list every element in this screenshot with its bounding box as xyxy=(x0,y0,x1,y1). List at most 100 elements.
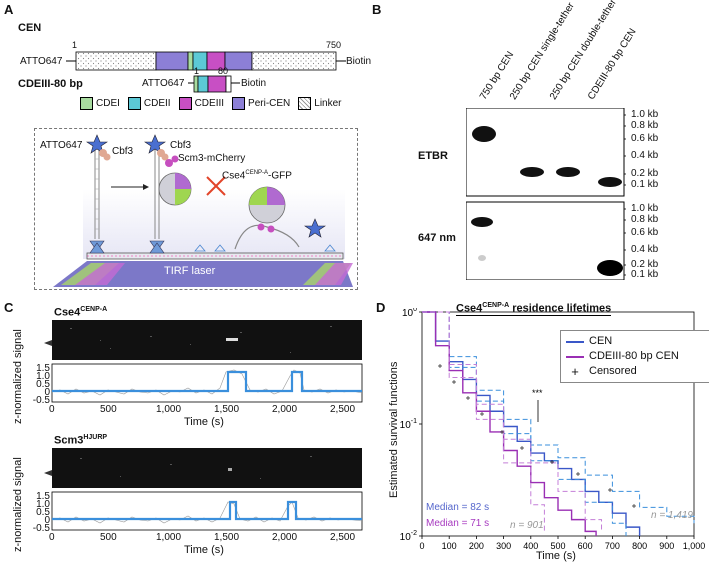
trace-title-cse4: Cse4CENP-A xyxy=(54,306,107,319)
ytick: 1.0 xyxy=(36,371,50,382)
xtick-label: 600 xyxy=(578,541,593,551)
ytick: 0.5 xyxy=(36,379,50,390)
ladder-mark: 0.4 kb xyxy=(631,150,659,161)
series-line-1 xyxy=(422,311,695,524)
trace1-xlabel: Time (s) xyxy=(184,416,224,428)
legend-item-peri-cen: Peri-CEN xyxy=(232,97,290,110)
xtick-label: 800 xyxy=(632,541,647,551)
xtick: 1,000 xyxy=(156,532,182,543)
legend-item-cdeiii: CDEIII-80 bp CEN xyxy=(566,349,706,364)
ytick-layer: 100 10-1 10-2 xyxy=(400,308,422,543)
schematic-cse4-label: Cse4CENP-A-GFP xyxy=(222,170,292,181)
survival-ylabel: Estimated survival functions xyxy=(388,361,400,498)
legend-item-cdeii: CDEII xyxy=(127,97,171,110)
cdeiii-biotin-label: Biotin xyxy=(241,78,267,89)
trace2-xlabel: Time (s) xyxy=(184,544,224,556)
legend-swatch xyxy=(298,97,312,110)
cen-end-label: 750 xyxy=(326,40,342,50)
ladder-mark: 1.0 kb xyxy=(631,203,659,214)
legend-label: CDEII xyxy=(143,98,171,109)
trace-ylabel-bottom: z-normalized signal xyxy=(12,457,24,552)
panel-label-a: A xyxy=(4,2,14,17)
cse4-sup: CENP-A xyxy=(245,170,269,176)
xtick-label: 300 xyxy=(496,541,511,551)
ladder-mark: 1.0 kb xyxy=(631,109,659,120)
gel-etbr-label: ETBR xyxy=(418,150,448,162)
survival-plot: 0 100 200 300 400 500 600 700 800 900 1,000 100 10-… xyxy=(400,308,706,551)
domain-legend: CDEI CDEII CDEIII Peri-CEN Linker xyxy=(80,97,342,110)
legend-item-linker: Linker xyxy=(298,97,342,110)
legend-item-cen: CEN xyxy=(566,334,706,349)
ytick: 0 xyxy=(44,387,50,398)
xtick-label: 1,000 xyxy=(683,541,706,551)
xtick: 2,000 xyxy=(272,532,298,543)
series-layer xyxy=(422,311,695,536)
legend-item-cdei: CDEI xyxy=(80,97,120,110)
ladder-mark: 0.1 kb xyxy=(631,269,659,280)
xtick: 500 xyxy=(100,404,117,415)
xtick-label: 0 xyxy=(419,541,424,551)
ytick: 0.5 xyxy=(36,507,50,518)
title-main: Scm3 xyxy=(54,434,84,447)
ladder-mark: 0.2 kb xyxy=(631,259,659,270)
legend-label: Peri-CEN xyxy=(248,98,291,109)
gel-images xyxy=(466,108,626,280)
xtick: 1,000 xyxy=(156,404,182,415)
cse4-main: Cse4 xyxy=(222,170,246,182)
legend-label: Censored xyxy=(589,365,637,377)
schematic-cbf3-label-1: Cbf3 xyxy=(112,146,134,157)
ytick: 0 xyxy=(44,515,50,526)
cen-start-label: 1 xyxy=(72,40,78,50)
trace-ylabel-top: z-normalized signal xyxy=(12,329,24,424)
ladder-mark: 0.8 kb xyxy=(631,120,659,131)
xtick: 2,000 xyxy=(272,404,298,415)
ladder-mark: 0.6 kb xyxy=(631,227,659,238)
cen-label: CEN xyxy=(18,22,42,34)
ytick: 1.0 xyxy=(36,499,50,510)
series-line-3 xyxy=(422,311,597,536)
cen-construct-bar xyxy=(66,51,346,71)
trace2-xticks: 0 500 1,000 1,500 2,000 2,500 xyxy=(49,532,362,544)
ytick: 1.5 xyxy=(36,491,50,502)
ladder-mark: 0.4 kb xyxy=(631,244,659,255)
title-sup: CENP-A xyxy=(482,302,510,309)
ladder-mark: 0.6 kb xyxy=(631,133,659,144)
censor-marks xyxy=(438,364,636,508)
tirf-schematic xyxy=(53,134,353,287)
series-line-4 xyxy=(422,311,603,532)
ytick-label: 10-2 xyxy=(400,530,417,543)
cdeiii-atto-label: ATTO647 xyxy=(142,78,185,89)
schematic-scm3-label: Scm3-mCherry xyxy=(178,153,246,164)
xtick: 1,500 xyxy=(214,404,240,415)
tirf-laser-label: TIRF laser xyxy=(164,265,216,277)
legend-item-censored: + Censored xyxy=(566,364,706,379)
ytick: -0.5 xyxy=(32,523,50,534)
title-sup: CENP-A xyxy=(80,306,108,313)
xtick: 0 xyxy=(49,532,55,543)
ladder-mark: 0.1 kb xyxy=(631,179,659,190)
gel-647-label: 647 nm xyxy=(418,232,456,244)
schematic-cbf3-label-2: Cbf3 xyxy=(170,140,192,151)
ytick-label: 100 xyxy=(402,308,417,319)
xtick: 2,500 xyxy=(330,404,356,415)
kymograph-arrow xyxy=(44,340,52,346)
xtick-label: 500 xyxy=(550,541,565,551)
cdeiii-start-label: 1 xyxy=(194,66,200,76)
legend-label: CDEI xyxy=(96,98,120,109)
sig-label: *** xyxy=(532,388,543,398)
panel-label-d: D xyxy=(376,300,386,315)
legend-swatch xyxy=(178,97,192,110)
xtick-label: 400 xyxy=(523,541,538,551)
legend-swatch xyxy=(80,97,93,110)
legend-swatch xyxy=(232,97,246,110)
legend-swatch xyxy=(127,97,141,110)
construct-diagrams xyxy=(66,51,346,93)
trace1-xticks: 0 500 1,000 1,500 2,000 2,500 xyxy=(49,404,362,416)
median-cen: Median = 82 s xyxy=(426,502,490,513)
legend-line xyxy=(566,340,584,343)
kymograph-cse4 xyxy=(52,320,362,360)
legend-line xyxy=(566,355,584,358)
ladder-mark: 0.8 kb xyxy=(631,214,659,225)
ytick: 1.5 xyxy=(36,363,50,374)
tirf-schematic-box xyxy=(34,128,358,290)
